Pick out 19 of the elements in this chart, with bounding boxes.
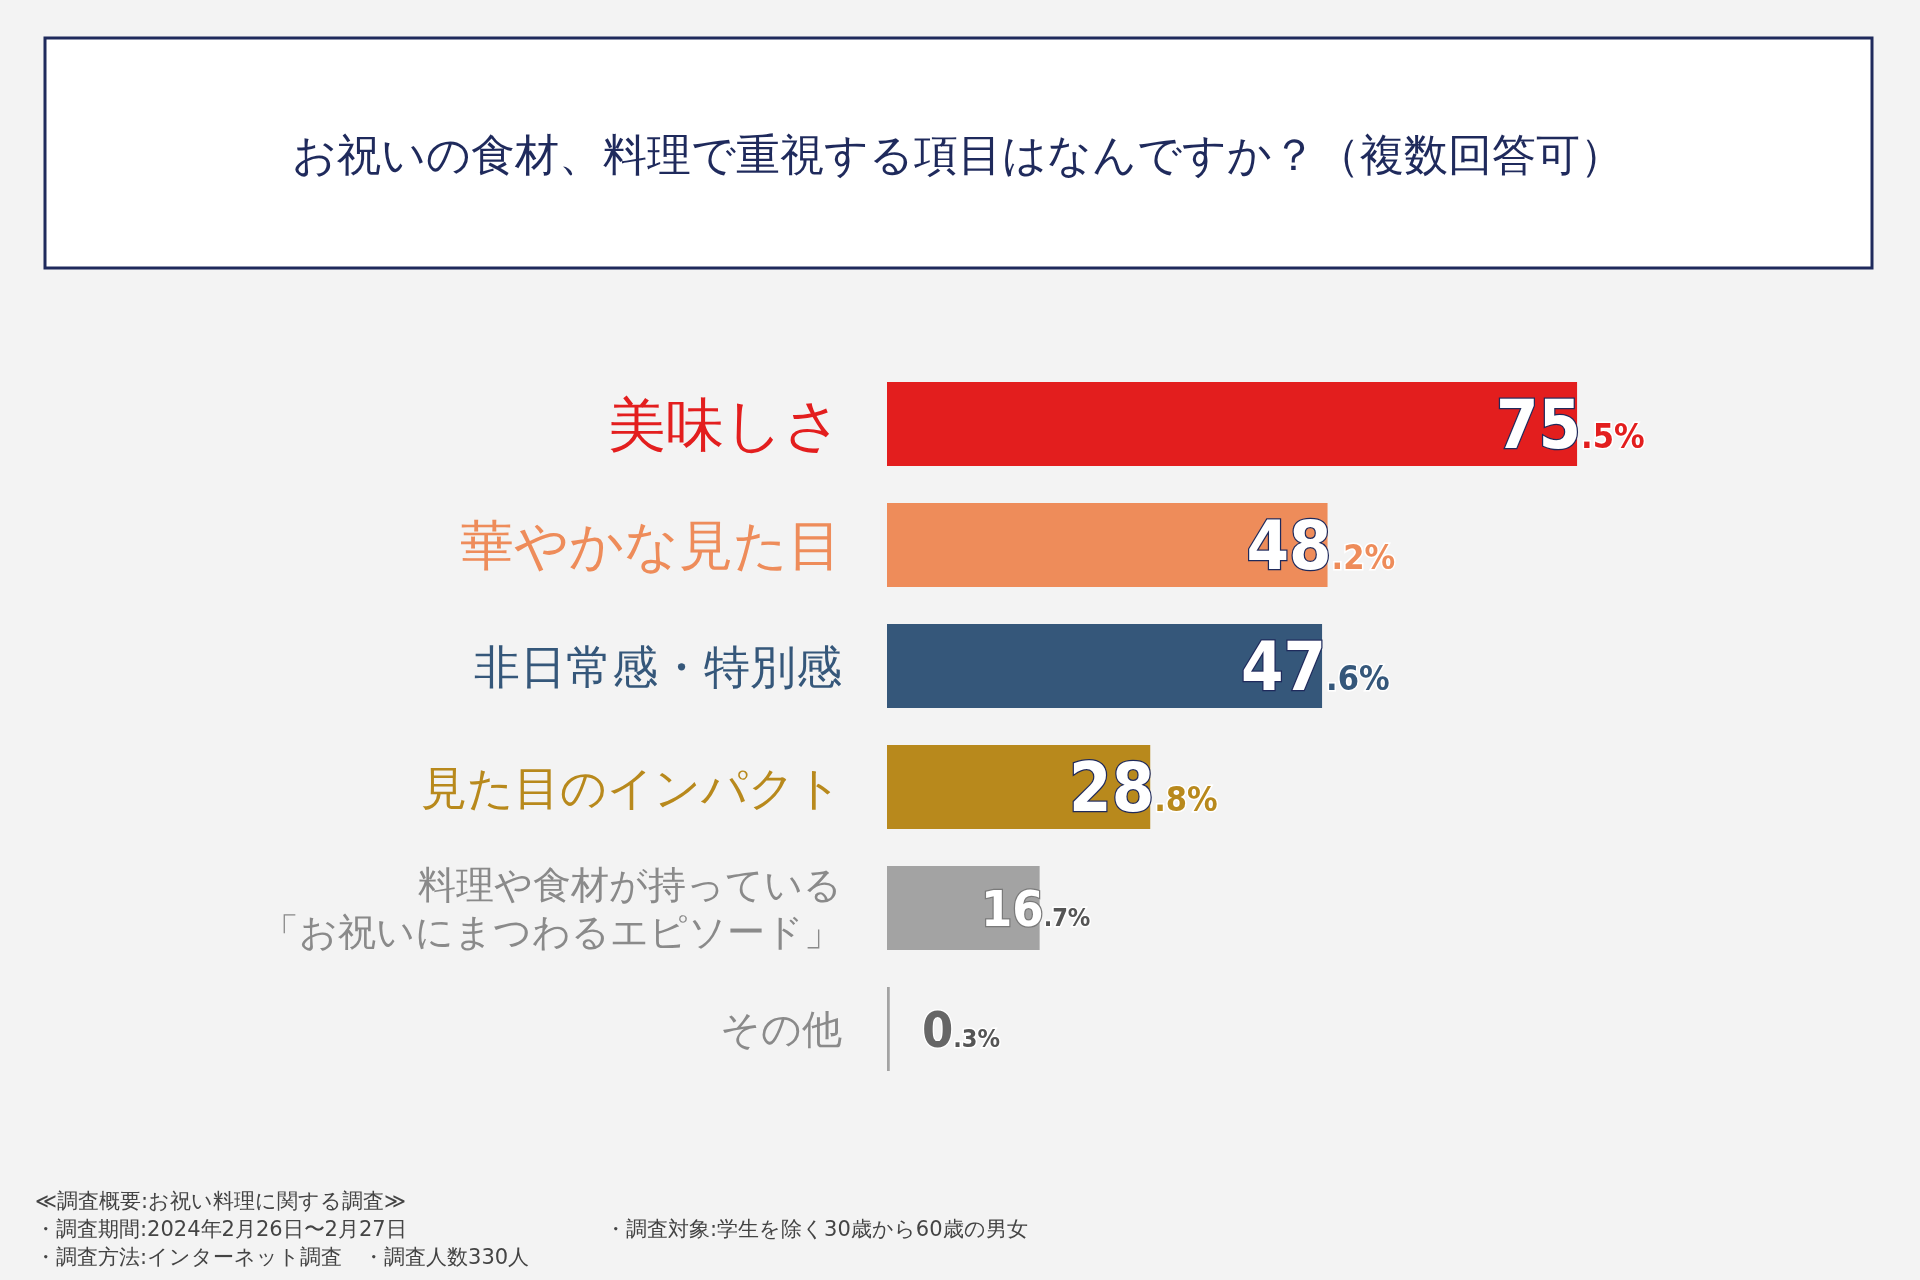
- data-label: 47.6%: [1240, 627, 1390, 707]
- bar: [887, 987, 890, 1071]
- data-label: 0.3%: [922, 1001, 1001, 1059]
- bar: [887, 624, 1323, 708]
- text: ・調査期間:2024年2月26日〜2月27日: [35, 1217, 407, 1241]
- text: ・調査方法:インターネット調査 ・調査人数330人: [35, 1245, 530, 1269]
- bar: [887, 382, 1578, 466]
- y-tick-label: その他: [720, 1006, 842, 1053]
- text: ・調査対象:学生を除く30歳から60歳の男女: [605, 1217, 1028, 1241]
- y-tick-label: 見た目のインパクト: [421, 760, 842, 815]
- bar: [887, 503, 1328, 587]
- chart-title: お祝いの食材、料理で重視する項目はなんですか？（複数回答可）: [292, 129, 1624, 180]
- data-label: 75.5%: [1495, 385, 1645, 465]
- y-tick-label: 美味しさ: [608, 390, 842, 459]
- y-tick-label: 料理や食材が持っている「お祝いにまつわるエピソード」: [261, 862, 842, 955]
- text: ≪調査概要:お祝い料理に関する調査≫: [35, 1189, 407, 1213]
- data-label: 48.2%: [1246, 506, 1396, 586]
- y-tick-label: 非日常感・特別感: [474, 639, 842, 694]
- y-tick-label: 華やかな見た目: [460, 514, 842, 578]
